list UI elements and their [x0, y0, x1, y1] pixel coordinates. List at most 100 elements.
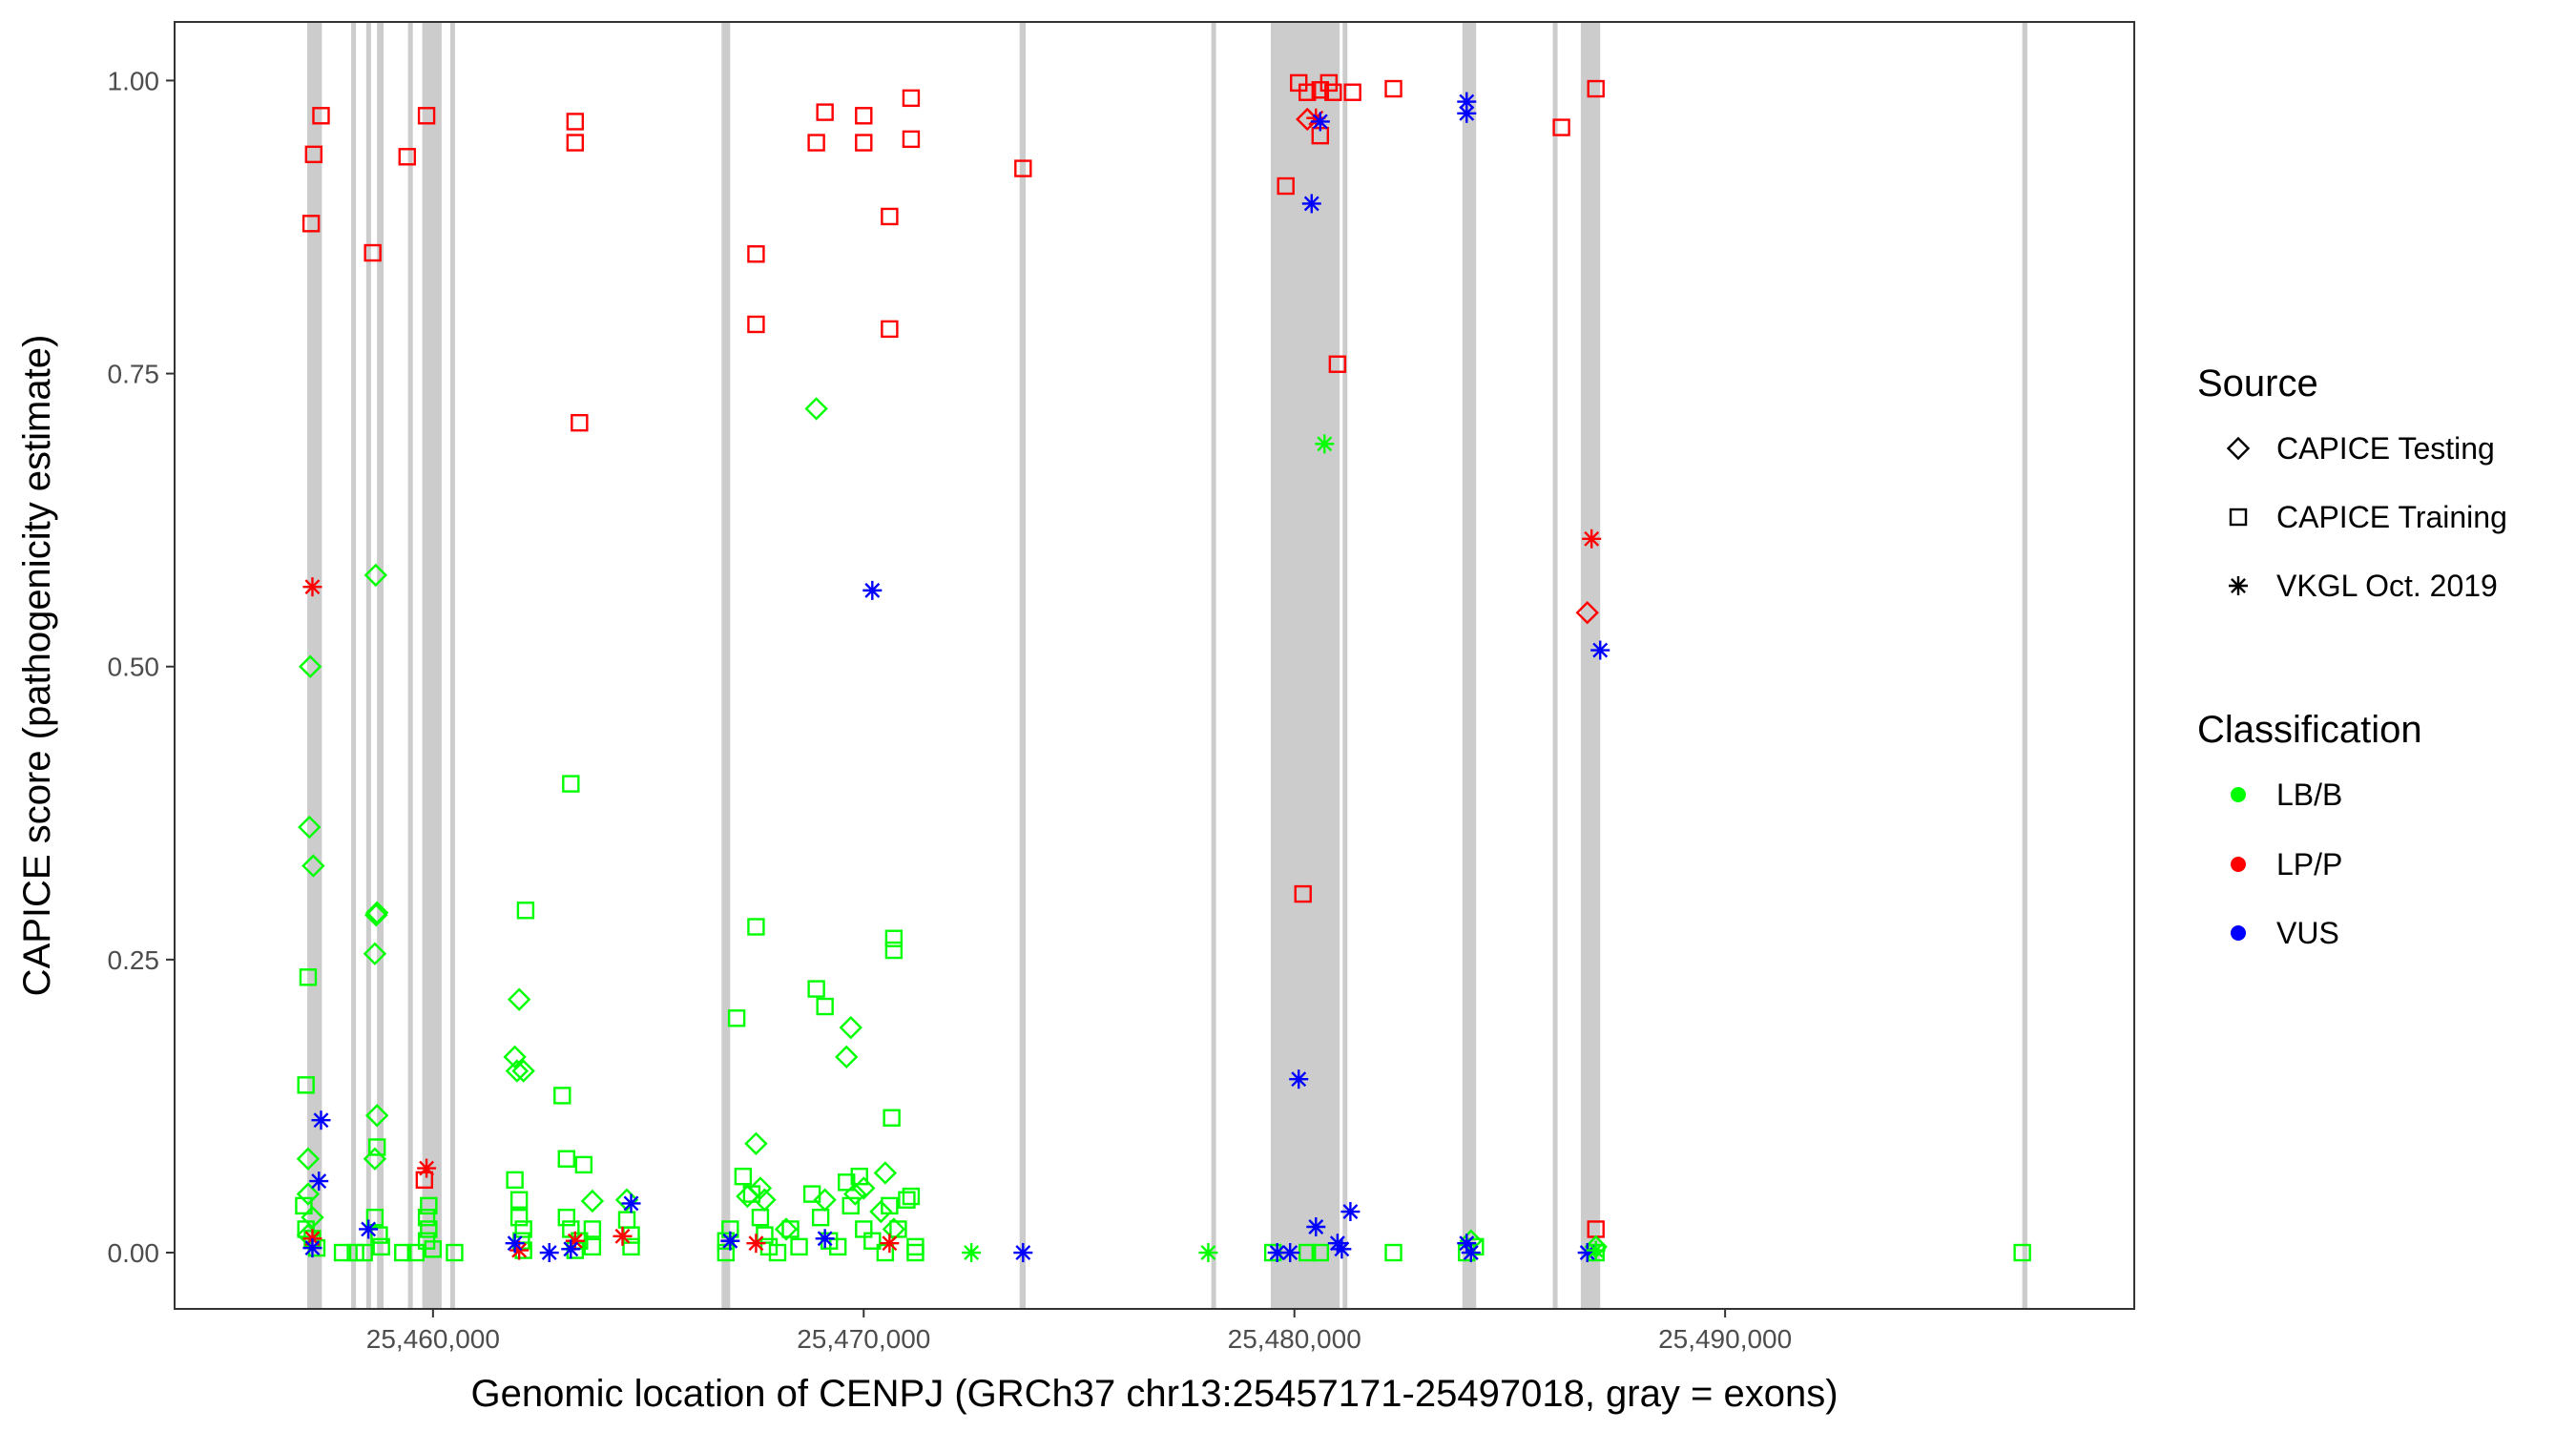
legend-entry-capice-testing	[2226, 436, 2251, 461]
star-stroke	[361, 1221, 377, 1237]
data-point	[509, 1208, 529, 1227]
data-point	[1587, 79, 1605, 98]
star-stroke	[1463, 1245, 1479, 1260]
exon-band	[307, 22, 322, 1309]
legend-dot-lbb	[2231, 787, 2246, 802]
data-point	[862, 580, 883, 600]
data-point	[355, 1243, 373, 1262]
data-point	[1298, 83, 1317, 101]
legend-label-vkgl: VKGL Oct. 2019	[2276, 569, 2498, 603]
star-stroke	[1459, 93, 1475, 110]
data-point	[296, 1147, 321, 1171]
data-point	[884, 929, 904, 947]
data-point	[299, 968, 318, 986]
data-point	[506, 1171, 524, 1190]
data-point	[557, 1150, 575, 1168]
exon-band	[1211, 22, 1216, 1309]
data-point	[1457, 1234, 1477, 1254]
data-point	[417, 1208, 436, 1227]
data-point	[539, 1243, 559, 1263]
legend-label-lbb: LB/B	[2276, 778, 2342, 812]
data-point	[398, 148, 416, 166]
data-point	[302, 1238, 322, 1258]
data-point	[1384, 1243, 1402, 1262]
data-point	[1590, 640, 1610, 660]
data-point	[880, 1234, 900, 1254]
legend-key-square	[2229, 508, 2248, 527]
star-stroke	[1282, 1245, 1298, 1260]
y-tick-label: 0.50	[108, 653, 160, 682]
data-point	[906, 1237, 924, 1256]
data-point	[841, 1196, 860, 1215]
star-stroke	[1200, 1245, 1216, 1260]
data-point	[301, 1205, 324, 1230]
data-point	[736, 1184, 759, 1209]
data-point	[843, 1182, 867, 1206]
exon-band	[721, 22, 731, 1309]
data-point	[804, 397, 828, 421]
data-point	[881, 320, 899, 339]
data-point	[1198, 1243, 1218, 1263]
data-point	[364, 902, 388, 927]
data-point	[1577, 1243, 1597, 1263]
data-point	[298, 815, 322, 840]
data-point	[1457, 103, 1477, 123]
data-point	[299, 654, 322, 678]
exon-band	[449, 22, 455, 1309]
legend-dot-vus	[2231, 925, 2246, 941]
data-point	[1461, 1243, 1481, 1263]
data-point	[1310, 112, 1330, 132]
data-point	[505, 1059, 530, 1083]
data-point	[816, 103, 834, 121]
data-point	[1384, 79, 1402, 98]
legend-label-vus: VUS	[2276, 916, 2339, 950]
legend-label-lpp: LP/P	[2276, 847, 2342, 881]
exon-band	[422, 22, 442, 1309]
legend-source-title: Source	[2197, 363, 2318, 404]
plot-panel-border	[174, 21, 2135, 1310]
series-square-lpp	[301, 73, 1605, 1238]
star-stroke	[1459, 1235, 1475, 1252]
star-stroke	[2231, 578, 2246, 593]
series-diamond-lpp	[1296, 107, 1599, 625]
x-tick-label: 25,460,000	[366, 1324, 500, 1354]
data-point	[802, 1185, 821, 1203]
data-point	[906, 1243, 924, 1262]
data-point	[561, 1239, 581, 1259]
series-star-lbb	[962, 434, 1606, 1263]
y-tick-label: 0.25	[108, 945, 160, 975]
y-tick-labels: 0.00 0.25 0.50 0.75 1.00	[108, 66, 160, 1268]
data-point	[557, 1208, 575, 1227]
data-point	[747, 918, 765, 936]
data-point	[304, 145, 323, 164]
star-stroke	[817, 1231, 833, 1247]
star-stroke	[722, 1233, 738, 1249]
data-point	[1324, 83, 1342, 101]
data-point	[876, 1243, 895, 1262]
data-point	[1315, 434, 1335, 454]
exon-band	[1342, 22, 1348, 1309]
data-point	[365, 1208, 384, 1227]
exon-band	[1019, 22, 1027, 1309]
data-point	[2013, 1243, 2031, 1262]
exon-band	[407, 22, 413, 1309]
star-stroke	[563, 1241, 579, 1257]
data-point	[869, 1199, 893, 1224]
data-point	[516, 902, 535, 920]
data-point	[505, 1234, 525, 1254]
x-tick-label: 25,490,000	[1658, 1324, 1792, 1354]
star-stroke	[1015, 1245, 1031, 1260]
legend-classification-title: Classification	[2197, 709, 2422, 751]
data-point	[816, 997, 834, 1016]
data-point	[509, 1191, 529, 1209]
x-tick-label: 25,470,000	[797, 1324, 930, 1354]
data-point	[751, 1208, 770, 1227]
data-point	[873, 1161, 898, 1185]
data-point	[363, 1147, 387, 1171]
exon-band	[1462, 22, 1477, 1309]
exon-bands	[307, 22, 2027, 1309]
axis-ticks	[166, 79, 1727, 1317]
x-axis-title: Genomic location of CENPJ (GRCh37 chr13:…	[470, 1373, 1838, 1415]
data-point	[301, 854, 325, 878]
